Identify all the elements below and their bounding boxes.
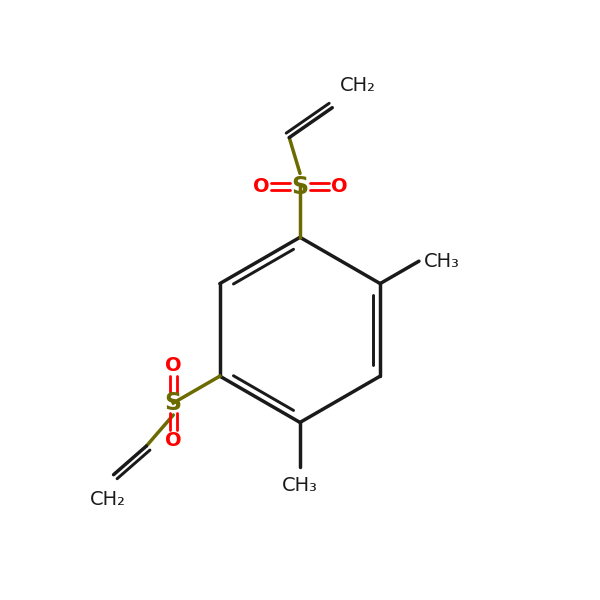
Text: CH₂: CH₂ xyxy=(89,490,125,509)
Text: O: O xyxy=(165,431,182,449)
Text: O: O xyxy=(165,356,182,376)
Text: S: S xyxy=(292,175,308,199)
Text: CH₃: CH₃ xyxy=(282,476,318,495)
Text: S: S xyxy=(165,391,182,415)
Text: O: O xyxy=(331,177,347,196)
Text: CH₂: CH₂ xyxy=(340,76,376,95)
Text: CH₃: CH₃ xyxy=(424,251,460,271)
Text: O: O xyxy=(253,177,269,196)
